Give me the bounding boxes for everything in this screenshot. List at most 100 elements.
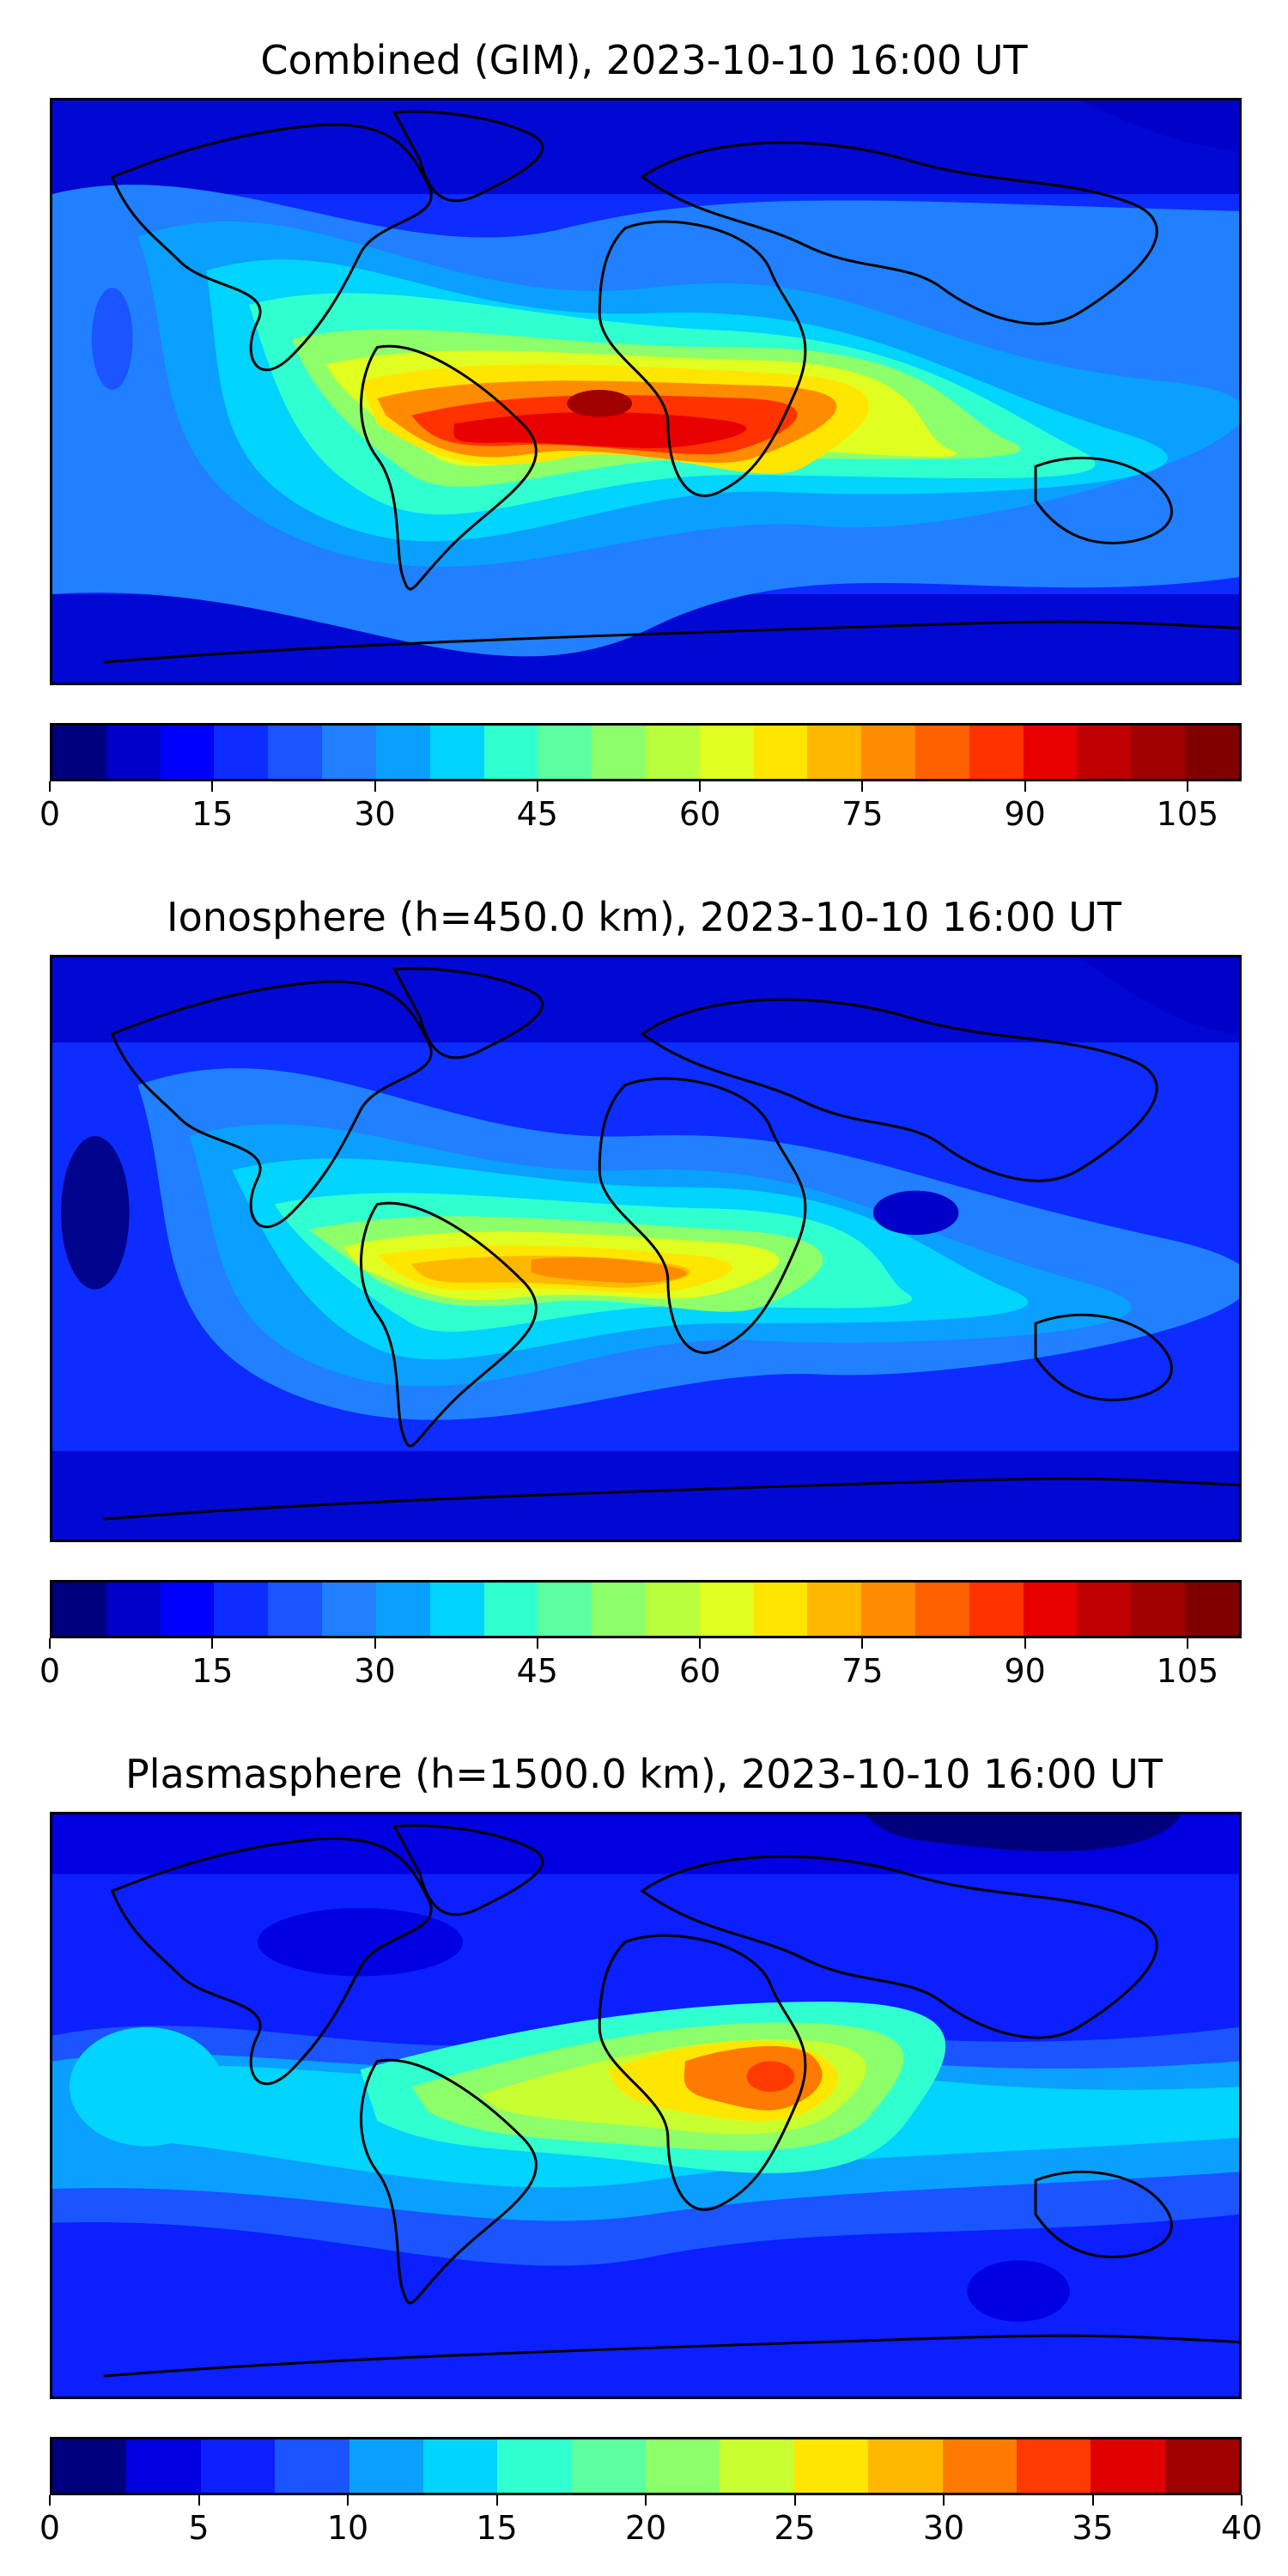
colorbar-level — [1185, 726, 1239, 779]
colorbar-level — [969, 726, 1024, 779]
colorbar-tick — [374, 1638, 376, 1649]
colorbar-level — [720, 2439, 794, 2493]
colorbar-level — [1023, 1583, 1078, 1636]
colorbar-level — [1077, 1583, 1132, 1636]
colorbar-level — [106, 1583, 161, 1636]
colorbar-level — [160, 1583, 215, 1636]
colorbar-level — [699, 1583, 754, 1636]
colorbar-tick-label: 105 — [1156, 1652, 1219, 1690]
colorbar-level — [126, 2439, 201, 2493]
map-combined — [50, 98, 1242, 685]
tec-map-ionosphere — [52, 957, 1239, 1540]
colorbar-level — [1131, 1583, 1186, 1636]
coastlines — [103, 110, 1239, 664]
colorbar-level — [1164, 2439, 1239, 2493]
colorbar-tick-label: 25 — [774, 2509, 816, 2547]
colorbar-tick — [347, 2495, 349, 2506]
colorbar-tick-label: 15 — [191, 1652, 234, 1690]
colorbar-tick-label: 105 — [1156, 795, 1219, 833]
colorbar-tick-label: 30 — [922, 2509, 965, 2547]
map-ionosphere — [50, 955, 1242, 1542]
colorbar-ionosphere — [50, 1580, 1242, 1638]
colorbar-level — [969, 1583, 1024, 1636]
colorbar-tick-label: 45 — [516, 1652, 558, 1690]
colorbar-level — [538, 1583, 592, 1636]
colorbar-level — [497, 2439, 572, 2493]
colorbar-level — [646, 2439, 720, 2493]
colorbar-tick — [536, 1638, 538, 1649]
coastlines — [103, 967, 1239, 1521]
colorbar-tick-label: 40 — [1220, 2509, 1263, 2547]
colorbar-level — [1091, 2439, 1165, 2493]
colorbar-level — [275, 2439, 349, 2493]
colorbar-level — [268, 1583, 323, 1636]
colorbar-level — [793, 2439, 869, 2493]
colorbar-tick-label: 10 — [326, 2509, 369, 2547]
colorbar-level — [106, 726, 161, 779]
colorbar-tick — [1024, 1638, 1026, 1649]
colorbar-tick-label: 30 — [354, 1652, 396, 1690]
colorbar-level — [322, 726, 376, 779]
colorbar-cells — [52, 726, 1239, 779]
colorbar-combined — [50, 723, 1242, 781]
colorbar-plasmasphere — [50, 2437, 1242, 2495]
colorbar-tick — [645, 2495, 647, 2506]
colorbar-level — [52, 2439, 127, 2493]
colorbar-level — [861, 1583, 915, 1636]
colorbar-tick — [699, 1638, 702, 1649]
colorbar-level — [942, 2439, 1017, 2493]
colorbar-level — [214, 1583, 269, 1636]
colorbar-tick-label: 90 — [1004, 1652, 1046, 1690]
colorbar-tick-label: 15 — [476, 2509, 518, 2547]
colorbar-tick — [374, 781, 376, 792]
panel-title-combined: Combined (GIM), 2023-10-10 16:00 UT — [260, 37, 1028, 83]
tec-map-plasmasphere — [52, 1814, 1239, 2397]
colorbar-level — [592, 1583, 646, 1636]
colorbar-level — [52, 1583, 106, 1636]
colorbar-level — [1016, 2439, 1091, 2493]
colorbar-level — [214, 726, 269, 779]
colorbar-level — [592, 726, 646, 779]
colorbar-tick — [861, 781, 864, 792]
colorbar-level — [571, 2439, 646, 2493]
colorbar-level — [160, 726, 215, 779]
colorbar-cells — [52, 2439, 1239, 2493]
colorbar-tick-label: 45 — [516, 795, 558, 833]
colorbar-tick-label: 5 — [188, 2509, 210, 2547]
colorbar-tick-label: 30 — [354, 795, 396, 833]
colorbar-level — [753, 726, 808, 779]
colorbar-level — [483, 1583, 538, 1636]
colorbar-tick-label: 0 — [39, 2509, 61, 2547]
colorbar-tick — [49, 781, 51, 792]
colorbar-level — [753, 1583, 808, 1636]
colorbar-level — [422, 2439, 498, 2493]
colorbar-tick-label: 20 — [624, 2509, 667, 2547]
colorbar-level — [1131, 726, 1186, 779]
colorbar-cells — [52, 1583, 1239, 1636]
colorbar-level — [429, 1583, 484, 1636]
colorbar-tick-label: 0 — [39, 795, 61, 833]
coastlines — [103, 1824, 1239, 2378]
colorbar-level — [915, 726, 969, 779]
colorbar-level — [375, 726, 430, 779]
panel-title-ionosphere: Ionosphere (h=450.0 km), 2023-10-10 16:0… — [167, 894, 1121, 940]
colorbar-tick — [1186, 1638, 1188, 1649]
colorbar-tick-label: 60 — [678, 795, 721, 833]
colorbar-tick — [197, 2495, 200, 2506]
colorbar-tick — [943, 2495, 945, 2506]
colorbar-level — [349, 2439, 423, 2493]
map-plasmasphere — [50, 1812, 1242, 2399]
colorbar-tick — [495, 2495, 498, 2506]
colorbar-tick-label: 75 — [841, 1652, 884, 1690]
colorbar-level — [1185, 1583, 1239, 1636]
colorbar-level — [268, 726, 323, 779]
colorbar-level — [322, 1583, 376, 1636]
colorbar-tick-label: 90 — [1004, 795, 1046, 833]
colorbar-tick — [699, 781, 702, 792]
colorbar-tick — [211, 781, 214, 792]
colorbar-tick-label: 0 — [39, 1652, 61, 1690]
colorbar-level — [200, 2439, 276, 2493]
colorbar-tick — [211, 1638, 214, 1649]
colorbar-level — [807, 726, 862, 779]
colorbar-tick — [1091, 2495, 1094, 2506]
